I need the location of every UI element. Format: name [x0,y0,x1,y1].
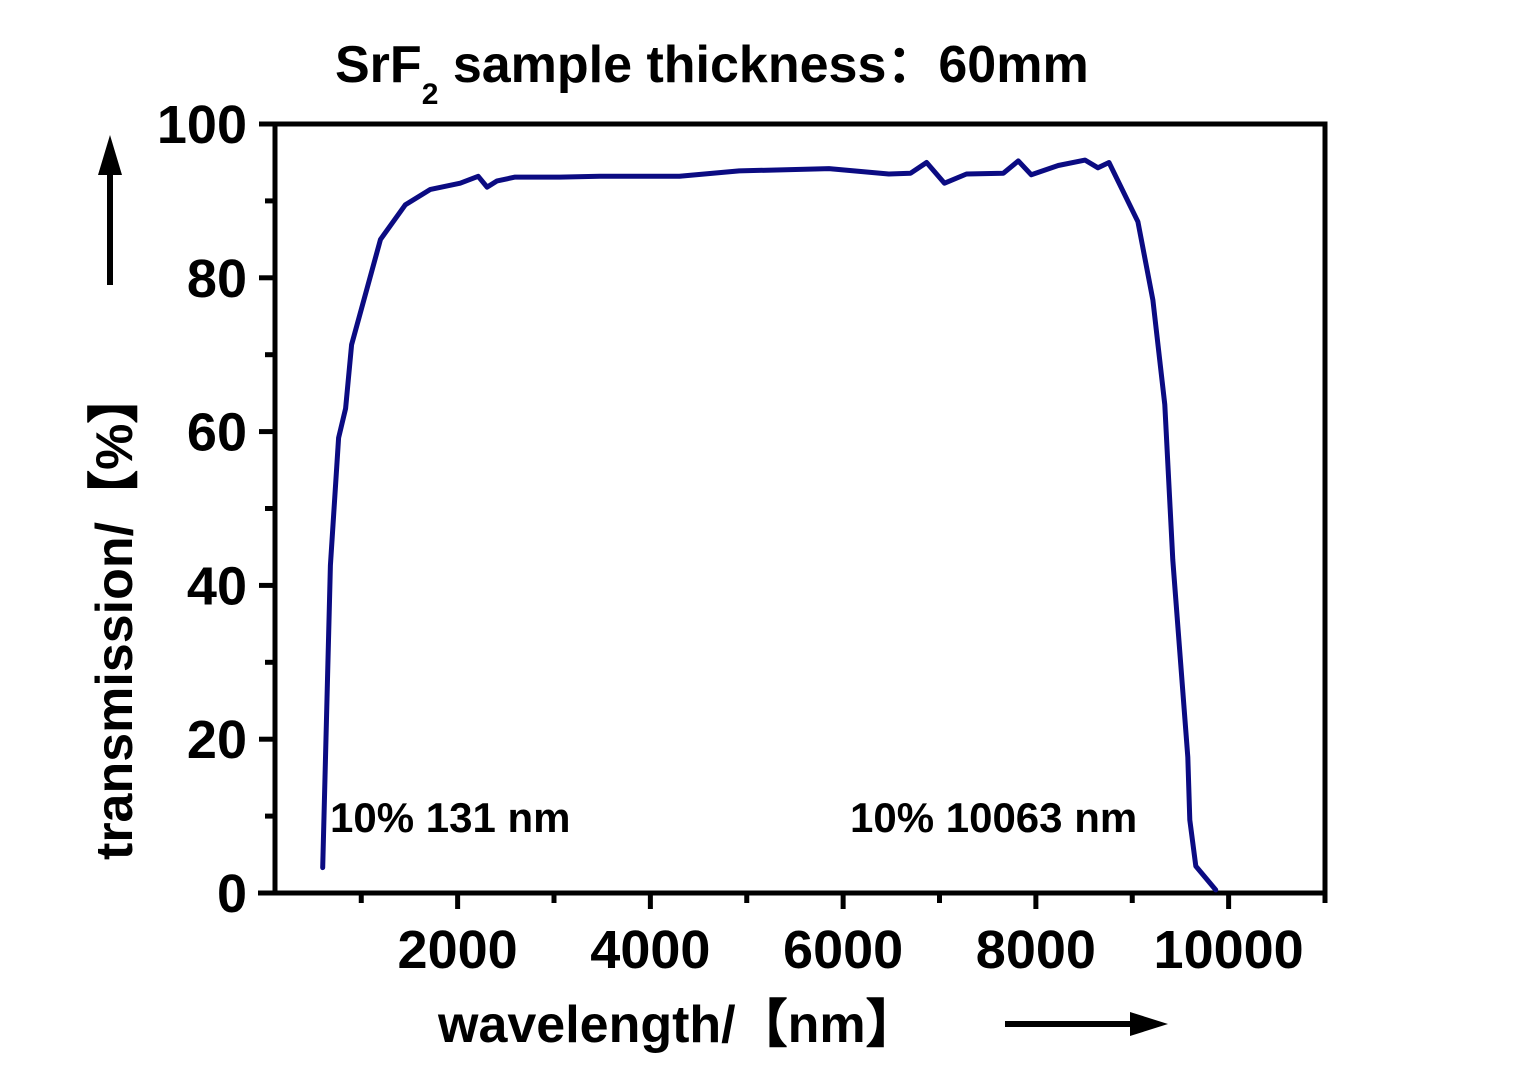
y-tick-label: 40 [187,556,247,616]
x-tick-label: 8000 [976,920,1096,980]
y-tick-label: 0 [217,864,247,924]
annotation-cutoff-short: 10% 131 nm [330,794,570,841]
chart-title: SrF2 sample thickness：60mm [335,36,1089,111]
x-tick-label: 2000 [398,920,518,980]
y-tick-label: 100 [157,95,247,155]
plot-frame [272,121,1328,896]
series-line [320,157,1219,893]
y-axis-label: transmission/【%】 [86,372,144,860]
axes: 2000 4000 6000 8000 10000 0 20 40 60 80 100 [157,95,1328,980]
y-tick-label: 80 [187,249,247,309]
x-tick-label: 10000 [1154,920,1304,980]
x-axis-label: wavelength/【nm】 [437,996,918,1054]
x-tick-label: 4000 [590,920,710,980]
y-axis-arrow-icon [98,135,122,285]
x-tick-label: 6000 [783,920,903,980]
y-tick-label: 60 [187,403,247,463]
annotation-cutoff-long: 10% 10063 nm [850,794,1137,841]
x-axis-arrow-icon [1005,1012,1168,1036]
y-tick-label: 20 [187,710,247,770]
